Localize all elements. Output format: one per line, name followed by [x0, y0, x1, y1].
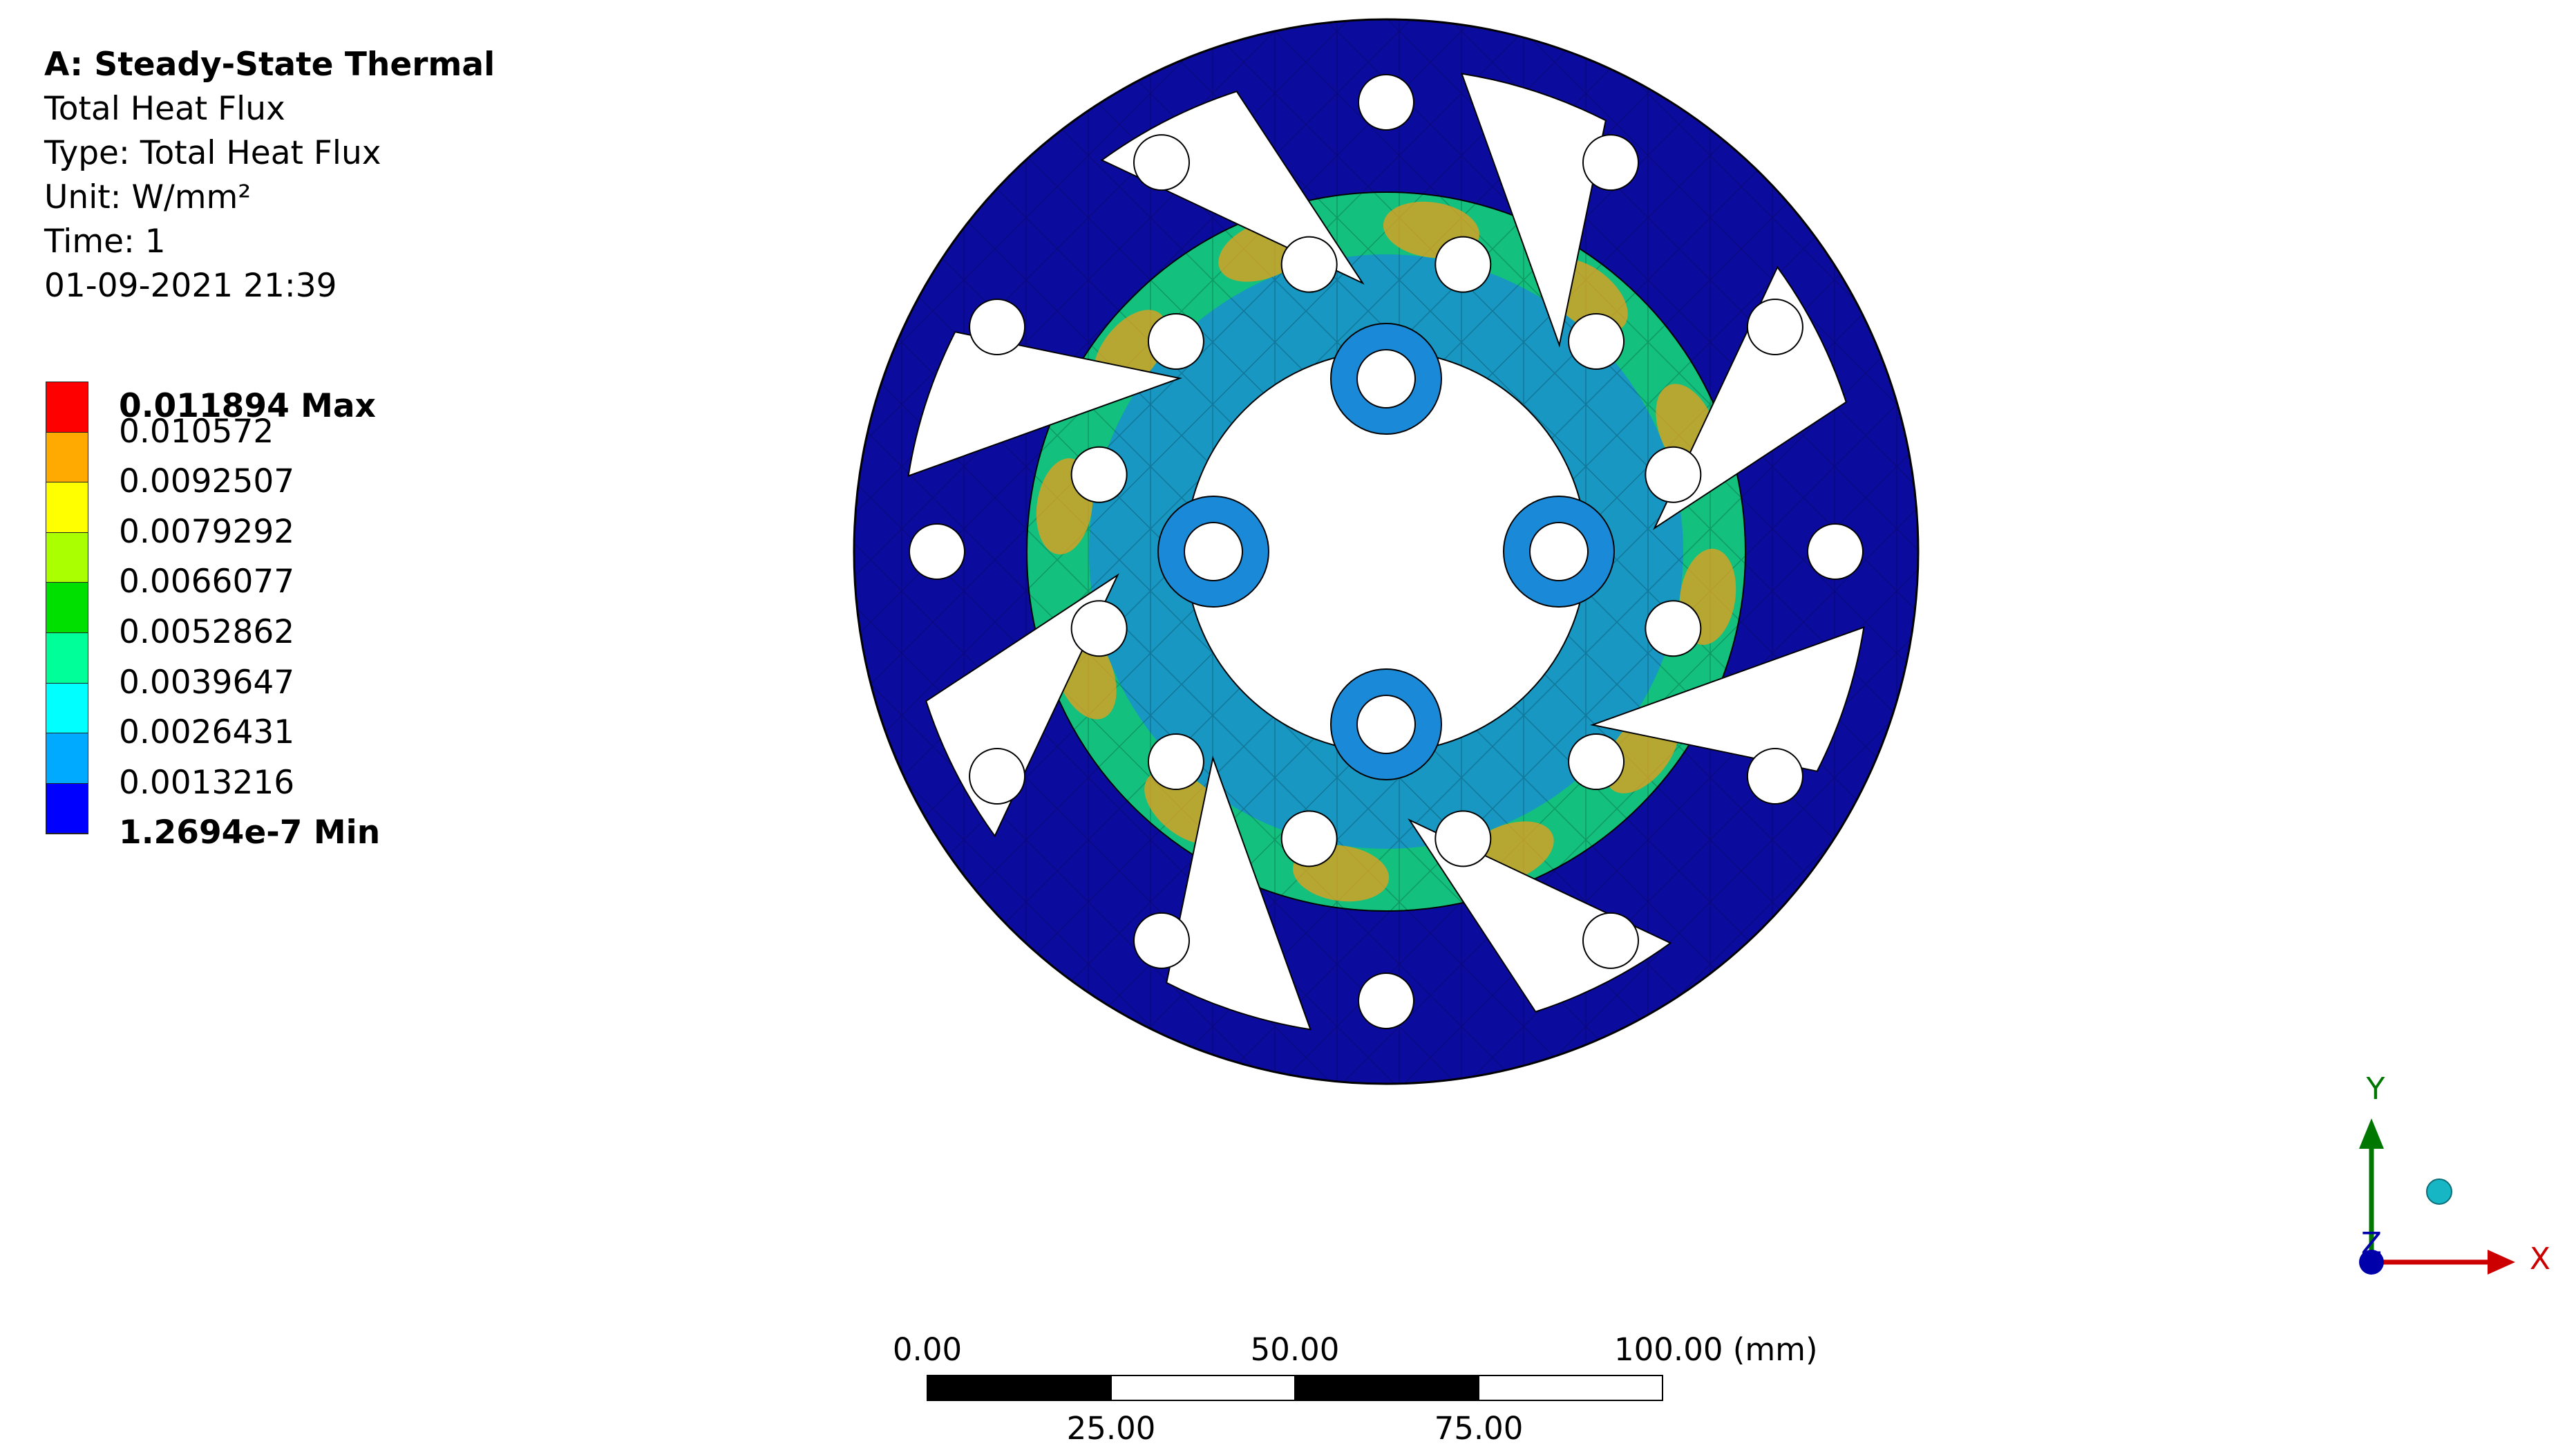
bolt-hole: [1807, 523, 1864, 580]
vent-slot: [1590, 626, 1865, 772]
z-axis-label: Z: [2361, 1226, 2382, 1261]
result-time: Time: 1: [44, 223, 166, 261]
x-axis-arrow: [2488, 1250, 2515, 1275]
vent-slot: [1166, 755, 1312, 1031]
mounting-lug-group: [1157, 323, 1615, 780]
vent-slot: [907, 331, 1182, 478]
legend-label: 0.0079292: [119, 512, 295, 551]
legend-swatch: [46, 733, 88, 783]
legend-label: 1.2694e-7 Min: [119, 814, 381, 852]
y-axis-arrow: [2359, 1118, 2384, 1149]
legend-entry: 0.0013216: [46, 764, 529, 834]
bolt-hole: [1133, 134, 1190, 191]
scale-seg-4: [1478, 1375, 1663, 1401]
legend-swatch: [46, 582, 88, 632]
legend-entry: 0.0079292: [46, 513, 529, 583]
bolt-hole: [1582, 134, 1639, 191]
legend-entry: 0.0052862: [46, 613, 529, 683]
legend-label: 0.0013216: [119, 763, 295, 802]
scale-label-0: 0.00: [893, 1331, 962, 1368]
scale-seg-3: [1294, 1375, 1479, 1401]
scale-seg-2: [1110, 1375, 1296, 1401]
bolt-hole: [1070, 600, 1128, 657]
bolt-hole: [1280, 810, 1338, 867]
bolt-hole: [1434, 810, 1492, 867]
legend-swatch: [46, 682, 88, 733]
result-unit: Unit: W/mm²: [44, 178, 252, 216]
result-type: Type: Total Heat Flux: [44, 134, 381, 172]
bolt-hole: [1358, 973, 1414, 1029]
bolt-hole: [1645, 600, 1702, 657]
legend-swatch: [46, 532, 88, 583]
iso-view-ball[interactable]: [2426, 1179, 2452, 1205]
analysis-title: A: Steady-State Thermal: [44, 46, 495, 84]
legend-label: 0.0092507: [119, 462, 295, 501]
x-axis-label: X: [2530, 1241, 2550, 1277]
scale-label-100: 100.00 (mm): [1614, 1331, 1818, 1368]
bolt-hole: [1746, 299, 1803, 355]
legend-swatch: [46, 632, 88, 683]
bolt-hole: [1147, 733, 1204, 791]
legend-entry: 1.2694e-7 Min: [46, 814, 529, 883]
lug-hole: [1356, 349, 1416, 409]
result-name: Total Heat Flux: [44, 90, 285, 128]
bolt-hole: [1568, 733, 1625, 791]
bolt-hole: [1280, 236, 1338, 293]
bolt-hole: [909, 523, 965, 580]
legend-entry: 0.011894 Max: [46, 382, 529, 432]
legend-swatch: [46, 482, 88, 532]
bolt-hole-group: [909, 74, 1864, 1029]
lug-hole: [1529, 522, 1589, 581]
y-axis-label: Y: [2366, 1071, 2385, 1107]
scale-label-25: 25.00: [1067, 1410, 1156, 1446]
legend-label: 0.0066077: [119, 563, 295, 601]
legend-entry: 0.0026431: [46, 713, 529, 783]
result-info-block: A: Steady-State Thermal Total Heat Flux …: [44, 43, 495, 308]
legend-swatch: [46, 782, 88, 834]
bolt-hole: [1070, 446, 1128, 503]
bolt-hole: [1582, 912, 1639, 969]
z-axis-dot: [2359, 1250, 2384, 1275]
bolt-hole: [1434, 236, 1492, 293]
legend-entry: 0.010572: [46, 413, 529, 482]
legend-entry: 0.0092507: [46, 462, 529, 532]
legend-entry: 0.0066077: [46, 563, 529, 632]
legend-label: 0.0052862: [119, 613, 295, 651]
bolt-hole: [1568, 312, 1625, 370]
scale-label-50: 50.00: [1251, 1331, 1340, 1368]
bolt-hole: [1746, 748, 1803, 805]
scale-bar: 0.00 50.00 100.00 (mm) 25.00 75.00: [893, 1331, 1818, 1446]
lug-hole: [1184, 522, 1243, 581]
legend-label: 0.0026431: [119, 713, 295, 752]
axis-triad[interactable]: X Y Z: [2359, 1071, 2550, 1277]
bolt-hole: [969, 748, 1026, 805]
bolt-hole: [1133, 912, 1190, 969]
brake-disc-model[interactable]: [853, 18, 1920, 1085]
bolt-hole: [1147, 312, 1204, 370]
legend-swatch: [46, 833, 88, 835]
scale-seg-1: [927, 1375, 1112, 1401]
bolt-hole: [1645, 446, 1702, 503]
legend-entry: 0.0039647: [46, 664, 529, 733]
legend-label: 0.010572: [119, 412, 274, 451]
scale-label-75: 75.00: [1434, 1410, 1524, 1446]
legend-label: 0.0039647: [119, 663, 295, 702]
legend-swatch: [46, 382, 88, 432]
bolt-hole: [1358, 74, 1414, 131]
legend-swatch: [46, 431, 88, 482]
vent-slot: [1460, 73, 1607, 348]
bolt-hole: [969, 299, 1026, 355]
result-timestamp: 01-09-2021 21:39: [44, 267, 337, 305]
legend-label: 0.011894 Max: [119, 387, 376, 425]
lug-hole: [1356, 695, 1416, 754]
